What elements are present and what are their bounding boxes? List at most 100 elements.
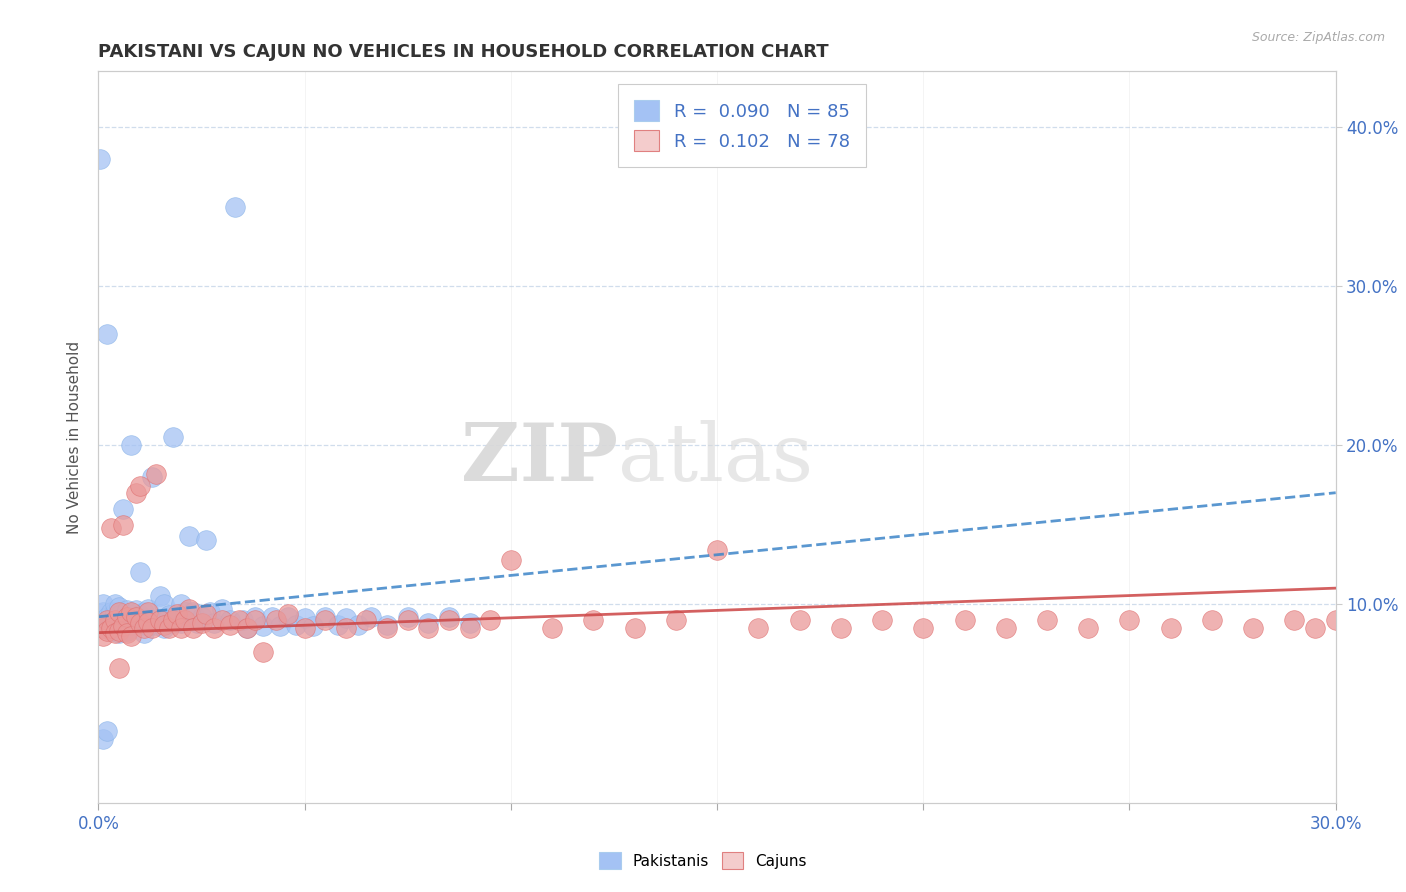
- Pakistanis: [360, 609, 382, 624]
- Cajuns: [219, 617, 242, 632]
- Pakistanis: [162, 430, 184, 444]
- Cajuns: [437, 613, 460, 627]
- Cajuns: [706, 543, 728, 558]
- Pakistanis: [104, 597, 127, 611]
- Cajuns: [174, 613, 197, 627]
- Cajuns: [132, 621, 155, 635]
- Pakistanis: [194, 533, 217, 548]
- Pakistanis: [132, 625, 155, 640]
- Pakistanis: [219, 613, 242, 627]
- Cajuns: [1118, 613, 1140, 627]
- Cajuns: [994, 621, 1017, 635]
- Cajuns: [830, 621, 852, 635]
- Cajuns: [91, 621, 114, 635]
- Pakistanis: [302, 619, 325, 633]
- Pakistanis: [117, 609, 139, 624]
- Pakistanis: [285, 617, 308, 632]
- Pakistanis: [179, 529, 201, 543]
- Pakistanis: [141, 470, 163, 484]
- Cajuns: [128, 479, 150, 493]
- Cajuns: [153, 617, 176, 632]
- Pakistanis: [347, 617, 370, 632]
- Pakistanis: [91, 605, 114, 619]
- Cajuns: [356, 613, 378, 627]
- Cajuns: [108, 605, 131, 619]
- Cajuns: [100, 621, 122, 635]
- Cajuns: [294, 621, 316, 635]
- Cajuns: [541, 621, 564, 635]
- Pakistanis: [153, 597, 176, 611]
- Cajuns: [1201, 613, 1223, 627]
- Cajuns: [120, 629, 142, 643]
- Pakistanis: [157, 608, 180, 623]
- Cajuns: [953, 613, 976, 627]
- Pakistanis: [211, 602, 233, 616]
- Pakistanis: [112, 617, 135, 632]
- Cajuns: [789, 613, 811, 627]
- Cajuns: [149, 613, 172, 627]
- Pakistanis: [396, 609, 419, 624]
- Cajuns: [236, 621, 259, 635]
- Cajuns: [870, 613, 893, 627]
- Pakistanis: [181, 605, 204, 619]
- Cajuns: [582, 613, 605, 627]
- Cajuns: [91, 629, 114, 643]
- Cajuns: [264, 613, 287, 627]
- Pakistanis: [91, 621, 114, 635]
- Pakistanis: [243, 609, 266, 624]
- Cajuns: [145, 467, 167, 481]
- Cajuns: [335, 621, 357, 635]
- Pakistanis: [162, 616, 184, 631]
- Pakistanis: [269, 619, 291, 633]
- Cajuns: [479, 613, 502, 627]
- Cajuns: [396, 613, 419, 627]
- Pakistanis: [136, 619, 159, 633]
- Text: atlas: atlas: [619, 420, 813, 498]
- Pakistanis: [120, 608, 142, 623]
- Pakistanis: [198, 605, 221, 619]
- Pakistanis: [236, 621, 259, 635]
- Cajuns: [1036, 613, 1059, 627]
- Pakistanis: [437, 609, 460, 624]
- Pakistanis: [186, 616, 208, 631]
- Pakistanis: [96, 613, 118, 627]
- Pakistanis: [100, 609, 122, 624]
- Cajuns: [1324, 613, 1347, 627]
- Pakistanis: [104, 613, 127, 627]
- Cajuns: [117, 625, 139, 640]
- Pakistanis: [190, 609, 212, 624]
- Cajuns: [747, 621, 769, 635]
- Pakistanis: [153, 621, 176, 635]
- Cajuns: [228, 613, 250, 627]
- Cajuns: [243, 613, 266, 627]
- Pakistanis: [314, 609, 336, 624]
- Y-axis label: No Vehicles in Household: No Vehicles in Household: [67, 341, 83, 533]
- Pakistanis: [117, 624, 139, 638]
- Cajuns: [252, 645, 274, 659]
- Cajuns: [181, 621, 204, 635]
- Pakistanis: [124, 603, 146, 617]
- Pakistanis: [166, 608, 188, 623]
- Text: Source: ZipAtlas.com: Source: ZipAtlas.com: [1251, 31, 1385, 45]
- Pakistanis: [96, 724, 118, 739]
- Pakistanis: [170, 597, 193, 611]
- Cajuns: [277, 607, 299, 621]
- Pakistanis: [100, 605, 122, 619]
- Pakistanis: [458, 616, 481, 631]
- Pakistanis: [89, 152, 111, 166]
- Pakistanis: [120, 438, 142, 452]
- Pakistanis: [132, 605, 155, 619]
- Cajuns: [136, 605, 159, 619]
- Cajuns: [179, 602, 201, 616]
- Pakistanis: [294, 611, 316, 625]
- Pakistanis: [96, 609, 118, 624]
- Cajuns: [1241, 621, 1264, 635]
- Cajuns: [418, 621, 440, 635]
- Legend: Pakistanis, Cajuns: Pakistanis, Cajuns: [593, 846, 813, 875]
- Cajuns: [117, 609, 139, 624]
- Pakistanis: [149, 613, 172, 627]
- Cajuns: [375, 621, 398, 635]
- Cajuns: [124, 609, 146, 624]
- Pakistanis: [128, 608, 150, 623]
- Pakistanis: [252, 619, 274, 633]
